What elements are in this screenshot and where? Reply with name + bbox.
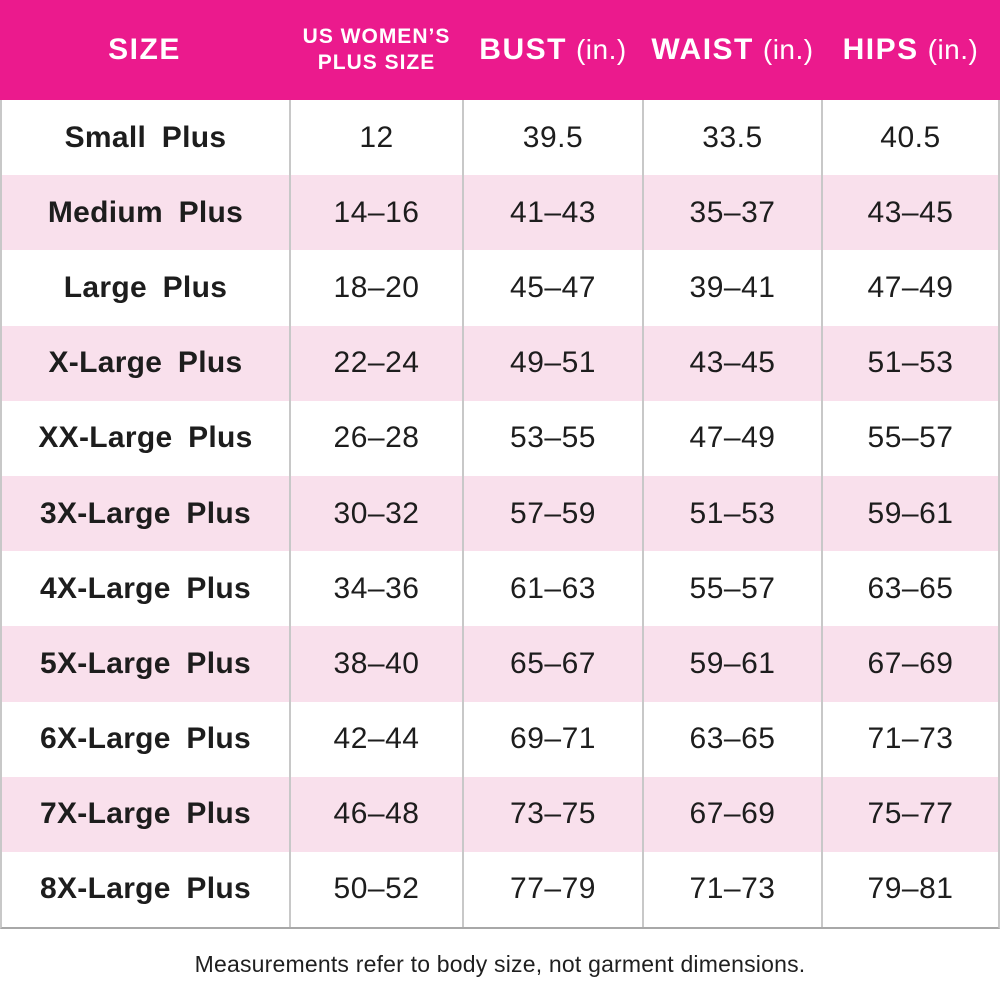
column-header-waist-label: WAIST xyxy=(651,33,754,66)
bust-cell: 65–67 xyxy=(464,626,644,702)
size-cell: 7X-Large Plus xyxy=(2,776,291,852)
column-header-size: SIZE xyxy=(0,0,291,100)
column-header-us-plus-size: US WOMEN’S PLUS SIZE xyxy=(291,0,464,100)
waist-cell: 71–73 xyxy=(644,851,823,928)
bust-cell: 53–55 xyxy=(464,400,644,476)
waist-cell: 51–53 xyxy=(644,475,823,552)
table-row: Large Plus 18–20 45–47 39–41 47–49 xyxy=(2,250,998,326)
us-size-cell: 38–40 xyxy=(291,626,464,702)
hips-cell: 79–81 xyxy=(867,872,954,906)
table-row: Small Plus 12 39.5 33.5 40.5 xyxy=(2,100,998,176)
size-cell: 8X-Large Plus xyxy=(2,851,291,928)
size-cell: X-Large Plus xyxy=(2,325,291,401)
us-size-cell: 18–20 xyxy=(291,250,464,326)
us-size-cell: 34–36 xyxy=(291,551,464,627)
column-header-hips: HIPS (in.) xyxy=(823,0,1000,100)
column-header-us-line2: PLUS SIZE xyxy=(317,51,436,74)
waist-cell: 67–69 xyxy=(644,776,823,852)
bust-cell: 69–71 xyxy=(464,701,644,777)
table-row: X-Large Plus 22–24 49–51 43–45 51–53 xyxy=(2,325,998,401)
column-header-bust-unit: (in.) xyxy=(575,34,627,65)
table-row: 6X-Large Plus 42–44 69–71 63–65 71–73 xyxy=(2,701,998,777)
waist-cell: 47–49 xyxy=(644,400,823,476)
column-header-bust-label: BUST xyxy=(479,33,567,66)
hips-cell: 40.5 xyxy=(880,120,941,154)
us-size-cell: 12 xyxy=(291,100,464,176)
hips-cell: 63–65 xyxy=(867,571,954,605)
us-size-cell: 42–44 xyxy=(291,701,464,777)
hips-cell: 43–45 xyxy=(867,195,954,229)
us-size-cell: 22–24 xyxy=(291,325,464,401)
bust-cell: 45–47 xyxy=(464,250,644,326)
size-cell: Medium Plus xyxy=(2,175,291,251)
us-size-cell: 46–48 xyxy=(291,776,464,852)
waist-cell: 43–45 xyxy=(644,325,823,401)
column-header-size-label: SIZE xyxy=(108,33,181,66)
table-row: 8X-Large Plus 50–52 77–79 71–73 79–81 xyxy=(2,851,998,928)
us-size-cell: 50–52 xyxy=(291,851,464,928)
bust-cell: 77–79 xyxy=(464,851,644,928)
table-row: 4X-Large Plus 34–36 61–63 55–57 63–65 xyxy=(2,551,998,627)
column-header-bust: BUST (in.) xyxy=(464,0,644,100)
table-row: XX-Large Plus 26–28 53–55 47–49 55–57 xyxy=(2,400,998,476)
footnote-area: Measurements refer to body size, not gar… xyxy=(0,929,1000,1000)
column-header-hips-label: HIPS xyxy=(842,33,919,66)
hips-cell: 59–61 xyxy=(867,496,954,530)
size-cell: 6X-Large Plus xyxy=(2,701,291,777)
hips-cell: 75–77 xyxy=(867,797,954,831)
us-size-cell: 14–16 xyxy=(291,175,464,251)
bust-cell: 49–51 xyxy=(464,325,644,401)
waist-cell: 35–37 xyxy=(644,175,823,251)
hips-cell: 55–57 xyxy=(867,421,954,455)
hips-cell: 67–69 xyxy=(867,646,954,680)
size-cell: Small Plus xyxy=(2,100,291,176)
column-header-waist: WAIST (in.) xyxy=(644,0,823,100)
hips-cell: 51–53 xyxy=(867,346,954,380)
table-row: 5X-Large Plus 38–40 65–67 59–61 67–69 xyxy=(2,626,998,702)
waist-cell: 59–61 xyxy=(644,626,823,702)
waist-cell: 39–41 xyxy=(644,250,823,326)
table-body: Small Plus 12 39.5 33.5 40.5 Medium Plus… xyxy=(0,100,1000,930)
size-cell: 3X-Large Plus xyxy=(2,475,291,552)
size-cell: 4X-Large Plus xyxy=(2,551,291,627)
table-row: 7X-Large Plus 46–48 73–75 67–69 75–77 xyxy=(2,776,998,852)
bust-cell: 61–63 xyxy=(464,551,644,627)
waist-cell: 33.5 xyxy=(644,100,823,176)
column-header-waist-unit: (in.) xyxy=(762,34,814,65)
table-row: Medium Plus 14–16 41–43 35–37 43–45 xyxy=(2,175,998,251)
us-size-cell: 30–32 xyxy=(291,475,464,552)
footnote-text: Measurements refer to body size, not gar… xyxy=(194,951,806,978)
table-row: 3X-Large Plus 30–32 57–59 51–53 59–61 xyxy=(2,475,998,552)
size-cell: XX-Large Plus xyxy=(2,400,291,476)
waist-cell: 63–65 xyxy=(644,701,823,777)
column-header-hips-unit: (in.) xyxy=(927,34,979,65)
hips-cell: 71–73 xyxy=(867,722,954,756)
bust-cell: 73–75 xyxy=(464,776,644,852)
bust-cell: 41–43 xyxy=(464,175,644,251)
waist-cell: 55–57 xyxy=(644,551,823,627)
hips-cell: 47–49 xyxy=(867,270,954,304)
bust-cell: 57–59 xyxy=(464,475,644,552)
size-cell: Large Plus xyxy=(2,250,291,326)
column-header-us-line1: US WOMEN’S xyxy=(302,25,451,48)
us-size-cell: 26–28 xyxy=(291,400,464,476)
table-header-row: SIZE US WOMEN’S PLUS SIZE BUST (in.) WAIS… xyxy=(0,0,1000,100)
size-cell: 5X-Large Plus xyxy=(2,626,291,702)
bust-cell: 39.5 xyxy=(464,100,644,176)
